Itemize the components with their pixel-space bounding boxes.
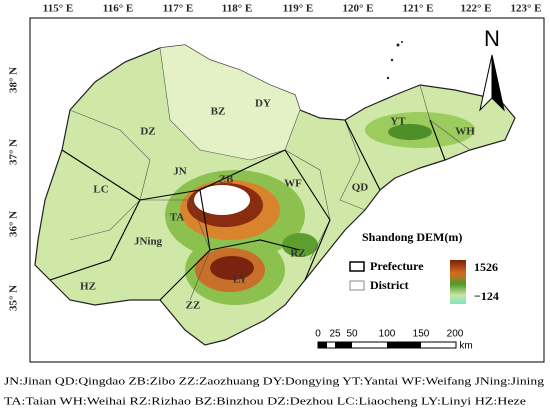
caption-line: TA:Taian WH:Weihai RZ:Rizhao BZ:Binzhou …: [4, 396, 526, 407]
prefecture-label: TA: [170, 212, 185, 224]
longitude-label: 121° E: [403, 3, 434, 15]
district-swatch: [349, 280, 365, 291]
latitude-label: 38° N: [8, 67, 20, 93]
prefecture-swatch: [349, 261, 365, 272]
longitude-label: 119° E: [283, 3, 313, 15]
legend-max: 1526: [474, 260, 498, 274]
scale-label: 0: [315, 329, 321, 340]
legend-title: Shandong DEM(m): [362, 230, 462, 244]
prefecture-label: QD: [352, 182, 369, 194]
prefecture-label: LY: [233, 274, 247, 286]
scale-label: 50: [346, 329, 358, 340]
scale-unit: km: [459, 341, 472, 352]
dem-ramp: [450, 260, 466, 304]
latitude-label: 36° N: [8, 211, 20, 237]
prefecture-label: DZ: [140, 126, 155, 138]
prefecture-label: HZ: [80, 281, 96, 293]
legend-label: Prefecture: [370, 259, 424, 273]
longitude-label: 116° E: [103, 3, 133, 15]
prefecture-label: JN: [173, 166, 187, 178]
longitude-label: 122° E: [461, 3, 492, 15]
prefecture-label: RZ: [290, 248, 305, 260]
legend-min: −124: [474, 289, 499, 303]
caption-line: JN:Jinan QD:Qingdao ZB:Zibo ZZ:Zaozhuang…: [4, 376, 545, 387]
longitude-label: 120° E: [343, 3, 374, 15]
scale-label: 25: [329, 329, 341, 340]
longitude-label: 118° E: [222, 3, 252, 15]
prefecture-label: YT: [390, 116, 406, 128]
prefecture-label: WH: [455, 126, 475, 138]
longitude-label: 117° E: [163, 3, 193, 15]
latitude-label: 37° N: [8, 139, 20, 165]
scale-label: 150: [413, 329, 430, 340]
north-arrow: [479, 54, 505, 112]
north-label: N: [484, 26, 500, 51]
legend-label: District: [370, 278, 409, 292]
scale-bar: [317, 341, 457, 349]
prefecture-label: DY: [255, 98, 271, 110]
scale-label: 100: [379, 329, 396, 340]
scale-label: 200: [447, 329, 464, 340]
latitude-label: 35° N: [8, 285, 20, 311]
prefecture-label: WF: [284, 178, 302, 190]
longitude-label: 115° E: [43, 3, 73, 15]
longitude-label: 123° E: [511, 3, 542, 15]
prefecture-label: ZB: [219, 174, 234, 186]
prefecture-label: LC: [93, 184, 108, 196]
prefecture-label: JNing: [134, 236, 163, 248]
prefecture-label: ZZ: [186, 300, 201, 312]
prefecture-lines: [49, 119, 446, 301]
islands: [386, 41, 403, 80]
north-plain: [160, 45, 300, 160]
prefecture-label: BZ: [211, 106, 226, 118]
